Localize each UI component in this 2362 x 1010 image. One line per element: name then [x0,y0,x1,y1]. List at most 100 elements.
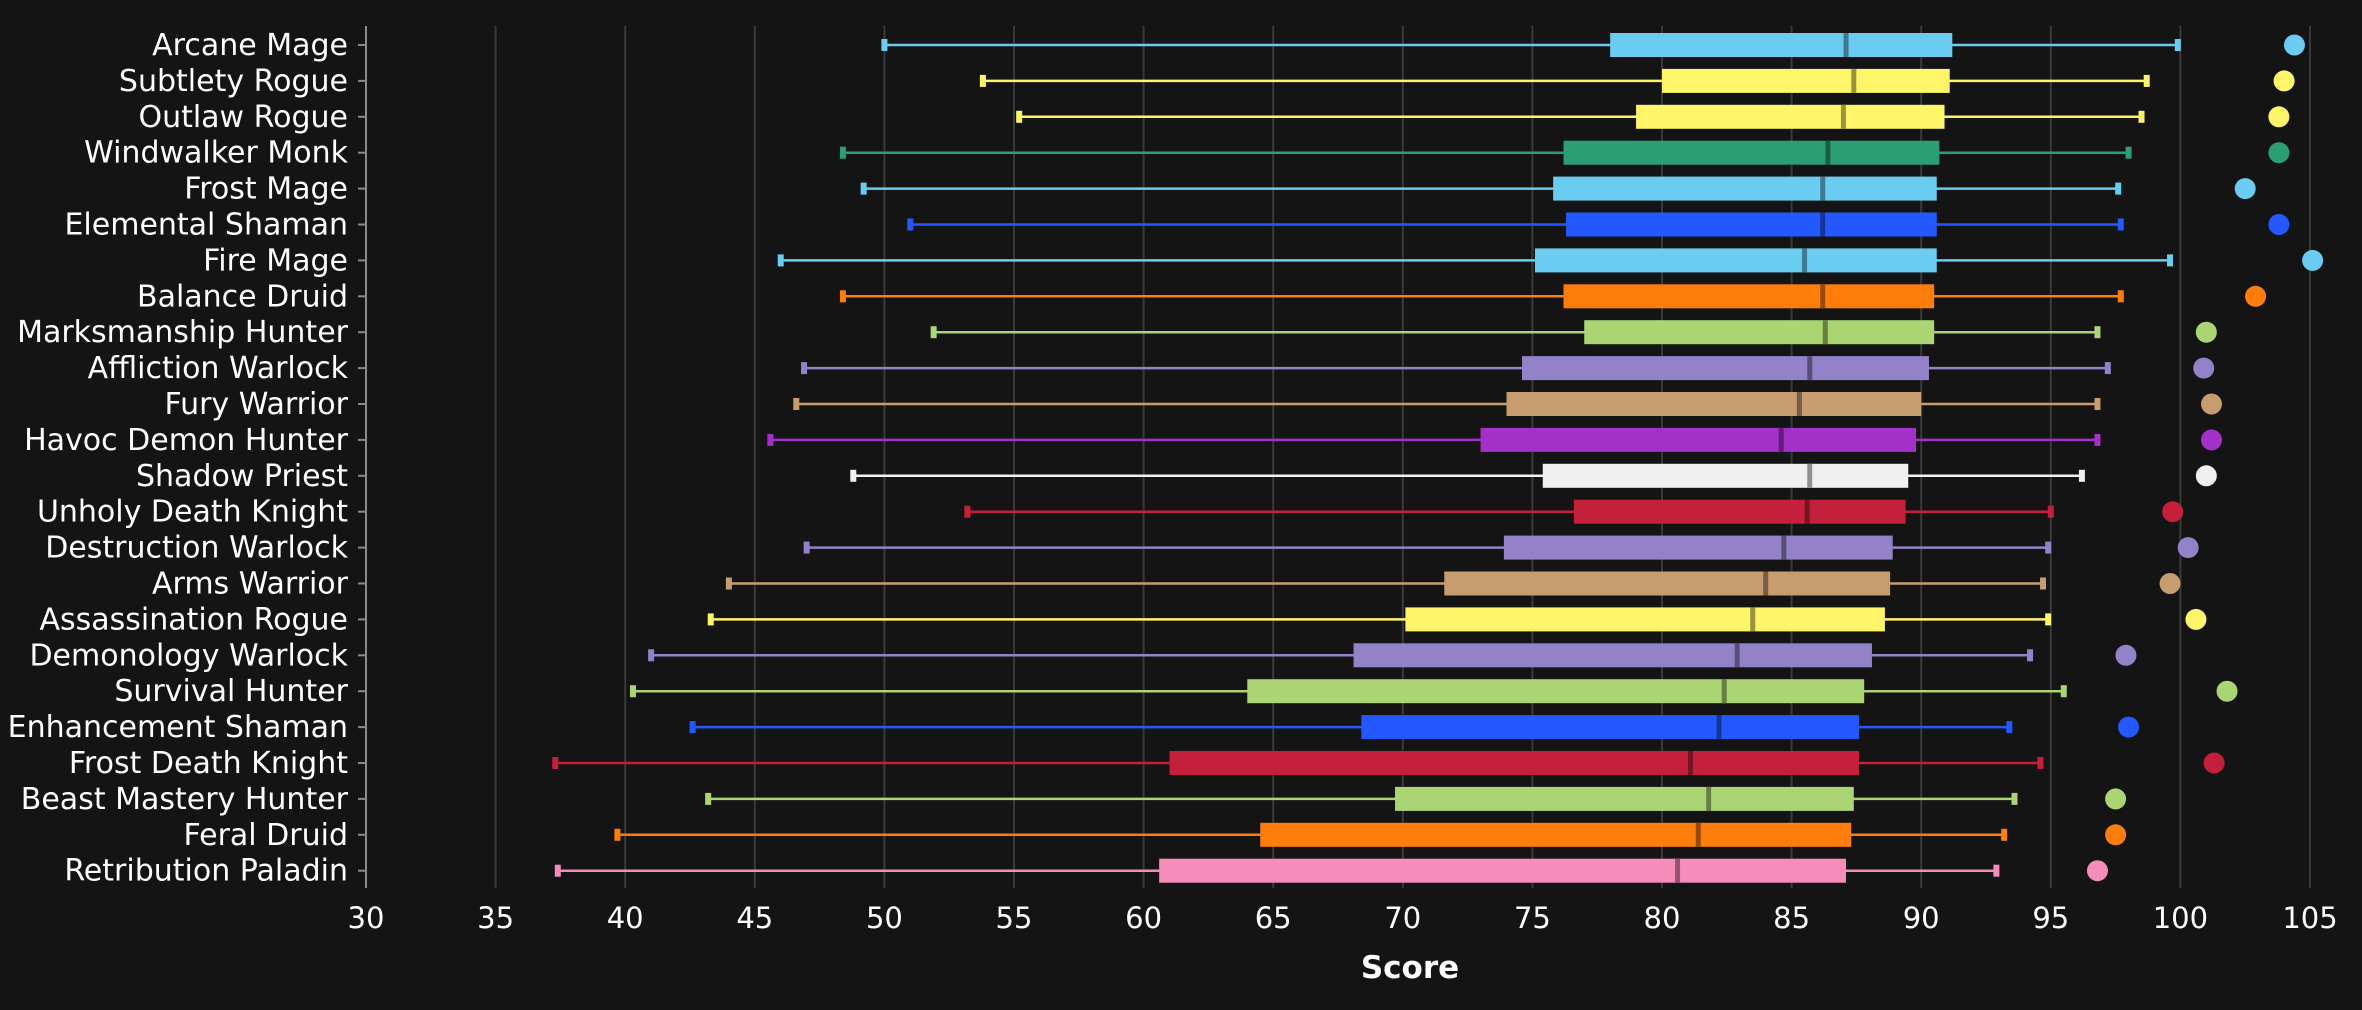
whisker-cap-min [725,577,732,590]
box-series-item [850,463,2217,488]
whisker-cap-min [860,182,867,195]
category-label: Frost Death Knight [69,746,348,781]
median-marker [1840,104,1846,129]
whisker-cap-max [2037,757,2044,769]
x-tick-label: 85 [1773,901,1810,935]
category-label: Havoc Demon Hunter [24,423,349,458]
whisker-cap-min [705,792,712,805]
category-label: Elemental Shaman [64,208,348,243]
box-series-item [860,176,2256,201]
whisker-cap-max [2117,290,2124,303]
box-series-item [839,140,2290,165]
whisker-cap-max [2001,828,2008,841]
whisker-cap-max [2011,792,2018,805]
iqr-box [1159,858,1847,883]
x-tick-label: 90 [1903,901,1940,935]
whisker-cap-min [979,74,986,87]
median-marker [1825,140,1831,165]
category-label: Shadow Priest [136,459,348,494]
iqr-box [1353,643,1872,668]
category-label: Frost Mage [184,172,348,207]
whisker-cap-max [2045,613,2052,626]
whisker-cap-min [881,39,888,51]
whisker-cap-max [2040,577,2047,590]
whisker-cap-max [2174,39,2181,51]
outlier-point [2273,70,2295,92]
whisker-cap-max [2078,469,2085,482]
box-series-item [629,679,2238,704]
median-marker [1851,68,1857,93]
iqr-box [1503,535,1893,560]
whisker-cap-min [629,685,636,698]
median-marker [1750,607,1756,632]
whisker-cap-min [930,326,937,339]
outlier-point [2193,357,2215,379]
whisker-cap-min [1016,110,1023,123]
box-series-item [801,356,2215,381]
x-tick-label: 50 [866,901,903,935]
x-tick-label: 75 [1514,901,1551,935]
median-marker [1721,679,1727,704]
iqr-box [1563,140,1940,165]
iqr-box [1405,607,1885,632]
whisker-cap-max [2094,326,2101,339]
whisker-cap-min [801,362,808,375]
x-tick-label: 55 [996,901,1033,935]
whisker-cap-min [777,254,784,267]
category-label: Survival Hunter [114,674,348,709]
median-marker [1820,212,1826,237]
box-series-item [689,715,2140,740]
median-marker [1822,320,1828,345]
outlier-point [2234,178,2256,200]
whisker-cap-min [648,649,655,662]
x-tick-label: 80 [1644,901,1681,935]
outlier-point [2268,214,2290,235]
box-series-item [803,535,2199,560]
iqr-box [1553,176,1937,201]
category-label: Enhancement Shaman [8,710,348,745]
whisker-cap-max [2117,218,2124,231]
iqr-box [1662,68,1950,93]
median-marker [1781,535,1787,560]
whisker-cap-min [767,433,774,446]
box-series [552,33,2324,883]
box-series-item [614,822,2127,847]
whisker-cap-max [2094,398,2101,410]
box-series-item [767,427,2223,452]
whisker-cap-min [850,469,857,482]
whisker-cap-min [552,757,559,769]
outlier-point [2118,716,2140,738]
iqr-box [1395,786,1854,811]
category-label: Subtlety Rogue [119,64,348,99]
outlier-point [2177,537,2199,559]
x-tick-label: 30 [348,901,385,935]
whisker-cap-min [907,218,914,231]
iqr-box [1247,679,1865,704]
outlier-point [2185,608,2207,630]
whisker-cap-min [793,398,800,410]
whisker-cap-min [614,828,621,841]
median-marker [1734,643,1740,668]
axes [358,26,367,888]
box-series-item [907,212,2290,237]
box-series-item [648,643,2137,668]
outlier-point [2086,860,2108,882]
whisker-cap-max [2138,110,2145,123]
x-axis-title: Score [1361,950,1459,986]
whisker-cap-min [803,541,810,554]
box-series-item [881,33,2305,57]
median-marker [1763,571,1769,596]
outlier-point [2268,142,2290,164]
median-marker [1796,392,1802,416]
box-series-item [552,751,2225,775]
category-label: Fire Mage [203,243,348,278]
category-label: Marksmanship Hunter [17,315,349,350]
x-tick-label: 100 [2153,901,2208,935]
outlier-point [2105,824,2127,846]
iqr-box [1260,822,1852,847]
box-series-item [777,248,2324,273]
iqr-box [1566,212,1937,237]
category-label: Affliction Warlock [88,351,349,386]
